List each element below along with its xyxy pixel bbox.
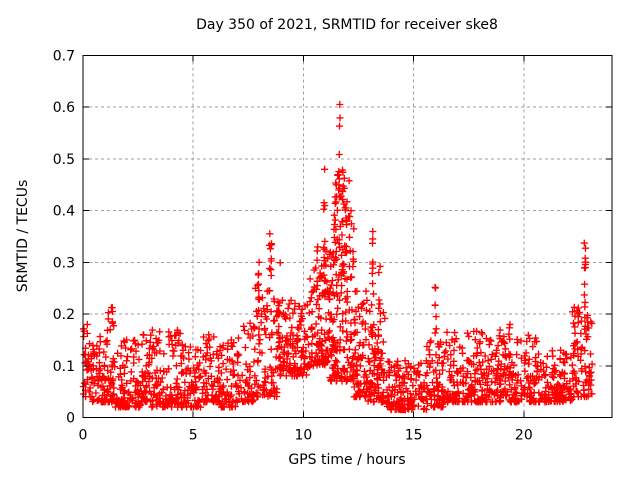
y-axis-label: SRMTID / TECUs — [15, 180, 31, 293]
gridlines — [82, 55, 612, 418]
x-tick-label: 15 — [405, 428, 423, 444]
x-axis-label: GPS time / hours — [288, 452, 405, 468]
x-tick-label: 20 — [515, 428, 533, 444]
y-tick-label: 0.3 — [53, 255, 75, 271]
data-series-points — [79, 101, 596, 414]
y-tick-label: 0.7 — [53, 49, 75, 65]
plot-border — [82, 55, 613, 418]
y-tick-label: 0.2 — [53, 307, 75, 323]
y-tick-label: 0 — [66, 411, 75, 427]
x-tick-label: 0 — [79, 428, 88, 444]
y-tick-label: 0.1 — [53, 359, 75, 375]
scatter-points — [79, 101, 596, 414]
plot-title: Day 350 of 2021, SRMTID for receiver ske… — [196, 17, 498, 33]
y-tick-label: 0.6 — [53, 100, 75, 116]
tick-labels: 0 5 10 15 20 0 0.1 0.2 0.3 0.4 0.5 0.6 0.7 — [53, 49, 533, 444]
y-tick-label: 0.5 — [53, 152, 75, 168]
x-tick-label: 10 — [295, 428, 313, 444]
y-tick-label: 0.4 — [53, 204, 75, 220]
x-tick-label: 5 — [189, 428, 198, 444]
plot-border-and-ticks — [82, 55, 613, 418]
